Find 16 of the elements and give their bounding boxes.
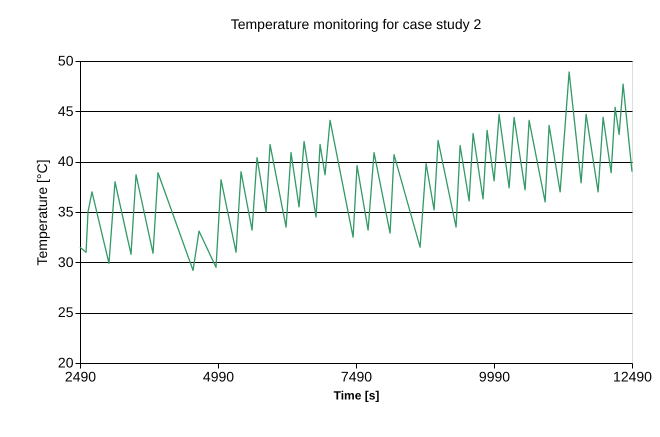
y-tick-label: 50: [58, 52, 74, 68]
x-axis-title: Time [s]: [334, 388, 380, 402]
x-tick-label: 12490: [613, 368, 652, 384]
y-tick-label: 40: [58, 153, 74, 170]
x-tick-label: 4990: [202, 368, 234, 384]
chart-title: Temperature monitoring for case study 2: [230, 16, 482, 32]
y-tick-label: 30: [58, 254, 74, 270]
x-tick-label: 7490: [340, 368, 372, 384]
line-series: [79, 71, 633, 272]
y-tick-label: 25: [58, 304, 74, 320]
x-tick-label: 2490: [64, 368, 96, 384]
y-tick-label: 35: [58, 204, 74, 220]
y-axis-title: Temperature [°C]: [34, 160, 50, 266]
x-tick-label: 9990: [478, 368, 510, 384]
y-tick-label: 45: [58, 102, 74, 119]
y-tick-label: 20: [58, 354, 74, 370]
